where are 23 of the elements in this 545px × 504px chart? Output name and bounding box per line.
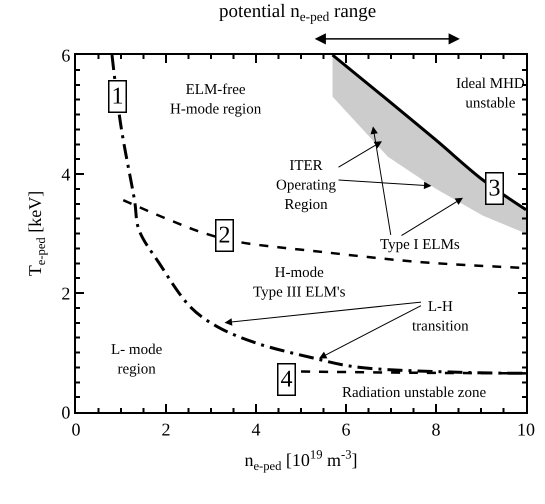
x-tick-label: 6: [342, 420, 350, 440]
annotation: ITER Operating Region: [276, 158, 336, 213]
x-tick-label: 10: [517, 420, 535, 440]
annotation: Ideal MHD unstable: [456, 76, 525, 112]
x-tick-label: 8: [432, 420, 440, 440]
y-tick-label: 0: [61, 402, 70, 422]
annotation: 1: [112, 84, 124, 110]
y-tick-label: 2: [61, 283, 70, 304]
annotation: 4: [280, 366, 292, 392]
chart-title: potential n$_{e-ped}$ range: [219, 1, 376, 24]
y-tick-label: 6: [61, 45, 70, 66]
annotation: 3: [488, 176, 500, 202]
annotation: L- mode region: [111, 342, 163, 378]
y-tick-label: 4: [61, 164, 70, 184]
annotation: 2: [218, 222, 230, 248]
annotation: ELM-free H-mode region: [170, 82, 262, 118]
annotation: Type I ELMs: [380, 237, 460, 253]
x-tick-label: 2: [162, 420, 170, 440]
annotation: L-H transition: [412, 299, 470, 334]
x-tick-label: 4: [252, 420, 260, 440]
annotation: Radiation unstable zone: [342, 385, 486, 401]
x-axis-title: n$_{e-ped}$ [10$^{19}$ m$^{-3}$]: [244, 448, 358, 473]
annotation: H-mode Type III ELM's: [253, 265, 346, 300]
